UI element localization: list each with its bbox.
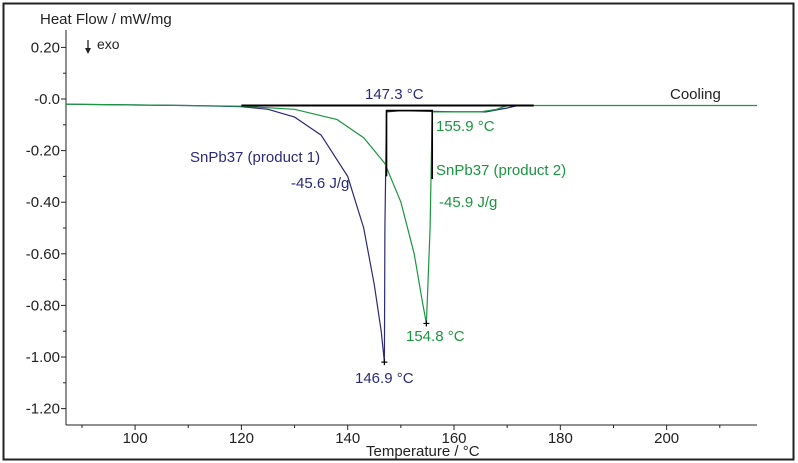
y-tick-label: 0.20 [31, 39, 60, 56]
series2-label: SnPb37 (product 2) [436, 162, 566, 179]
y-tick-label: -0.20 [26, 143, 60, 160]
x-tick-label: 200 [654, 430, 679, 447]
onset2-label: 155.9 °C [436, 118, 495, 135]
segment-label: Cooling [670, 86, 721, 103]
peak1-label: 146.9 °C [355, 370, 414, 387]
onset-step-mark [385, 109, 434, 179]
arrow-down-icon [85, 40, 91, 54]
x-tick-label: 180 [548, 430, 573, 447]
y-axis-label: Heat Flow / mW/mg [40, 11, 172, 28]
peak-marker [423, 320, 430, 327]
exo-label: exo [97, 36, 120, 52]
x-axis-label: Temperature / °C [366, 443, 480, 460]
onset1-label: 147.3 °C [365, 86, 424, 103]
y-tick-label: -0.40 [26, 194, 60, 211]
series-group [65, 103, 757, 363]
annotation-marks [241, 104, 534, 366]
x-tick-label: 160 [442, 430, 467, 447]
series-line-2 [65, 103, 757, 324]
y-tick-label: -1.00 [26, 349, 60, 366]
y-tick-label: -0.80 [26, 297, 60, 314]
x-tick-label: 100 [123, 430, 148, 447]
x-tick-label: 120 [229, 430, 254, 447]
x-tick-label: 140 [335, 430, 360, 447]
peak-marker [381, 359, 388, 366]
series1-label: SnPb37 (product 1) [190, 149, 320, 166]
series-line-1 [65, 103, 534, 363]
y-tick-label: -0.0 [34, 91, 60, 108]
enthalpy1-label: -45.6 J/g [291, 175, 349, 192]
peak2-label: 154.8 °C [406, 328, 465, 345]
y-tick-label: -0.60 [26, 246, 60, 263]
axes: 0.20 -0.0 -0.20 -0.40 -0.60 -0.80 -1.00 -1.20 10… [26, 30, 757, 447]
y-tick-label: -1.20 [26, 401, 60, 418]
enthalpy2-label: -45.9 J/g [439, 194, 497, 211]
exo-indicator: exo [85, 36, 120, 54]
